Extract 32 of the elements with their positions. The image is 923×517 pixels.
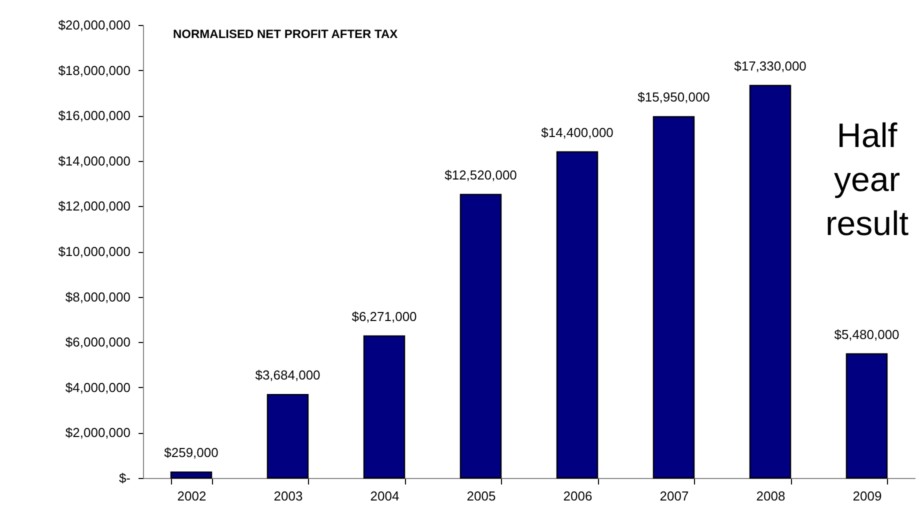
- x-tick-label: 2004: [370, 488, 400, 504]
- data-label: $3,684,000: [255, 368, 320, 383]
- y-tick-label: $-: [118, 470, 130, 486]
- data-label: $6,271,000: [352, 308, 417, 324]
- data-label: $14,400,000: [541, 124, 614, 140]
- y-tick-label: $4,000,000: [65, 380, 130, 395]
- x-tick-label: 2008: [756, 488, 786, 504]
- y-tick-label: $14,000,000: [58, 153, 130, 168]
- bar: [556, 151, 598, 479]
- annotation: Half year result: [825, 117, 910, 243]
- y-tick-label: $6,000,000: [65, 334, 130, 350]
- chart-title: NORMALISED NET PROFIT AFTER TAX: [173, 27, 398, 41]
- y-tick-label: $20,000,000: [58, 18, 130, 32]
- y-tick-label: $10,000,000: [58, 244, 130, 259]
- y-tick-label: $16,000,000: [58, 108, 130, 124]
- y-tick-label: $2,000,000: [65, 425, 130, 440]
- data-label: $5,480,000: [834, 326, 900, 342]
- data-label: $12,520,000: [444, 167, 517, 182]
- y-tick-label: $12,000,000: [58, 198, 130, 214]
- data-label: $17,330,000: [734, 58, 806, 74]
- y-tick-label: $8,000,000: [65, 289, 130, 304]
- bar: [749, 84, 792, 479]
- y-tick-label: $18,000,000: [58, 62, 130, 78]
- x-tick-label: 2007: [660, 488, 689, 504]
- x-tick-label: 2006: [563, 488, 592, 504]
- x-tick-label: 2003: [274, 488, 303, 504]
- x-tick-label: 2005: [466, 488, 496, 504]
- x-tick-label: 2009: [852, 488, 882, 504]
- bar: [363, 335, 406, 479]
- data-label: $15,950,000: [638, 90, 710, 105]
- x-tick-label: 2002: [177, 488, 206, 504]
- data-label: $259,000: [164, 445, 218, 460]
